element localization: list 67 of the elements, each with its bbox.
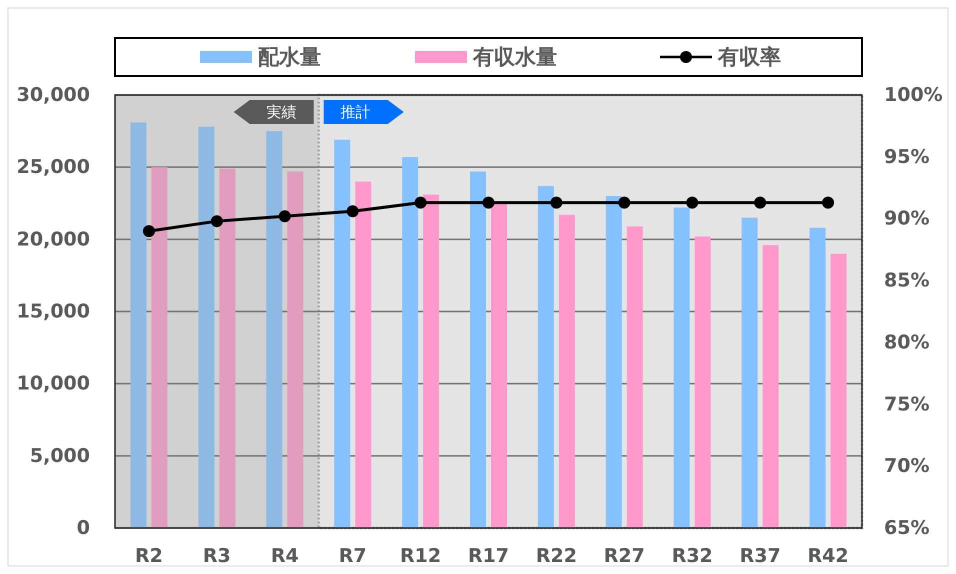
x-tick-label: R7 (338, 545, 367, 567)
bar (762, 245, 779, 528)
bar (626, 226, 643, 528)
bar (423, 194, 440, 528)
y-tick-label: 0 (76, 517, 90, 539)
point (142, 225, 155, 238)
bar (266, 131, 282, 528)
point (686, 196, 698, 209)
x-tick-label: R37 (740, 545, 781, 567)
bar (198, 126, 214, 528)
bar (742, 218, 758, 528)
y2-tick-label: 75% (884, 393, 930, 416)
y-tick-label: 5,000 (30, 444, 90, 467)
legend-有収率: 有収率 (660, 45, 781, 69)
legend-配水量: 配水量 (200, 45, 321, 69)
y2-tick-label: 90% (884, 208, 930, 230)
bar (355, 182, 372, 528)
legend-label: 有収水量 (472, 45, 557, 69)
point (822, 196, 834, 209)
y2-tick-label: 95% (884, 146, 930, 168)
bar (694, 236, 711, 528)
bar (558, 214, 575, 528)
bar (830, 254, 847, 528)
legend-有収水量: 有収水量 (415, 45, 557, 69)
bar (674, 208, 690, 528)
point (618, 196, 630, 209)
y2-tick-label: 80% (884, 331, 930, 354)
y-tick-label: 25,000 (16, 156, 90, 178)
point (482, 196, 494, 209)
legend-label: 配水量 (258, 45, 321, 69)
band-label: 推計 (340, 103, 371, 121)
band-label: 実績 (266, 103, 297, 121)
point (414, 196, 427, 209)
bar (538, 186, 554, 528)
point (550, 196, 562, 209)
bar (130, 122, 146, 528)
y2-tick-label: 100% (884, 84, 943, 106)
point (754, 196, 766, 209)
x-tick-label: R3 (202, 545, 231, 567)
x-tick-label: R32 (672, 545, 713, 567)
bar (334, 140, 350, 528)
legend-label: 有収率 (717, 45, 781, 69)
x-tick-label: R12 (400, 545, 442, 567)
bar (470, 171, 486, 528)
y-tick-label: 10,000 (16, 372, 90, 395)
bar (491, 203, 507, 528)
x-tick-label: R42 (808, 545, 849, 567)
bar (287, 171, 304, 528)
bar (219, 168, 236, 528)
y2-tick-label: 65% (884, 517, 930, 539)
x-tick-label: R27 (604, 545, 645, 567)
y2-tick-label: 70% (884, 455, 930, 478)
point (346, 205, 359, 218)
y2-tick-label: 85% (884, 270, 930, 292)
bar (810, 228, 826, 528)
bar (402, 157, 418, 528)
point (278, 210, 291, 222)
y-tick-label: 20,000 (16, 228, 90, 250)
x-tick-label: R2 (135, 545, 163, 567)
bar (606, 196, 622, 528)
point (210, 215, 223, 228)
x-tick-label: R17 (468, 545, 510, 567)
bar (151, 167, 168, 528)
y-tick-label: 15,000 (16, 300, 90, 322)
x-tick-label: R4 (270, 545, 299, 567)
x-tick-label: R22 (536, 545, 577, 567)
y-tick-label: 30,000 (16, 84, 90, 106)
